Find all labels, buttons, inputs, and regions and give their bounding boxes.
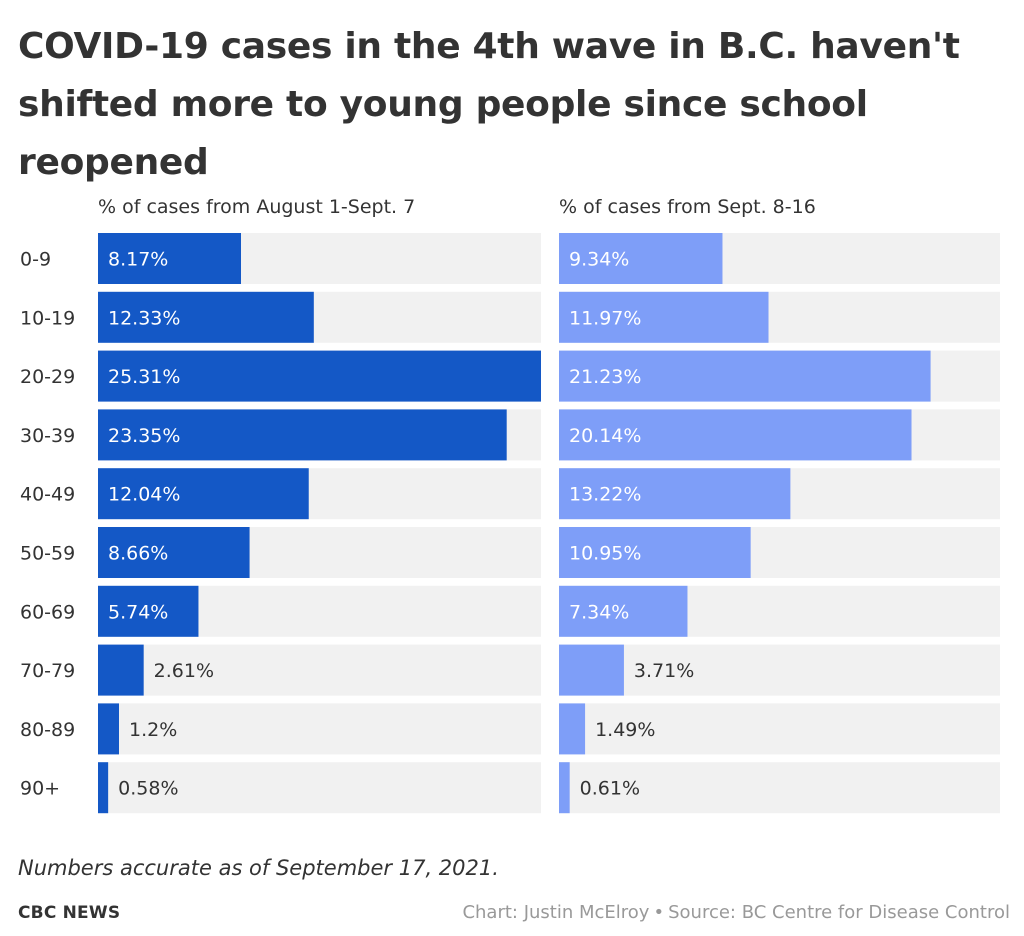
bar-track — [559, 762, 1000, 814]
brand-logo-text: CBC NEWS — [18, 903, 121, 923]
data-label: 10.95% — [569, 543, 641, 565]
data-label: 8.66% — [108, 543, 168, 565]
bar — [98, 350, 541, 402]
bar — [559, 233, 723, 284]
data-label: 0.61% — [580, 778, 640, 800]
bar — [559, 409, 912, 461]
data-label: 12.04% — [108, 484, 180, 506]
bar-track — [98, 644, 541, 696]
category-label: 90+ — [20, 778, 60, 800]
data-label: 0.58% — [118, 778, 178, 800]
category-label: 70-79 — [20, 660, 75, 682]
category-label: 50-59 — [20, 543, 75, 565]
data-label: 11.97% — [569, 307, 641, 329]
data-label: 13.22% — [569, 484, 641, 506]
category-label: 20-29 — [20, 366, 75, 388]
chart-title: COVID-19 cases in the 4th wave in B.C. h… — [18, 26, 960, 183]
category-label: 30-39 — [20, 425, 75, 447]
data-label: 23.35% — [108, 425, 180, 447]
bar — [559, 468, 791, 520]
credit-source: Source: BC Centre for Disease Control — [668, 902, 1010, 923]
category-label: 0-9 — [20, 249, 51, 271]
data-label: 7.34% — [569, 601, 629, 623]
bar — [98, 585, 199, 637]
data-label: 1.49% — [595, 719, 655, 741]
bar-track — [559, 644, 1000, 696]
bar — [559, 762, 570, 814]
bar — [559, 644, 624, 696]
category-label: 80-89 — [20, 719, 75, 741]
category-label: 40-49 — [20, 484, 75, 506]
credit-separator: • — [653, 902, 665, 923]
bar — [98, 644, 144, 696]
category-label: 60-69 — [20, 601, 75, 623]
data-label: 5.74% — [108, 601, 168, 623]
accuracy-note: Numbers accurate as of September 17, 202… — [18, 856, 499, 880]
data-label: 3.71% — [634, 660, 694, 682]
bar — [98, 291, 314, 343]
bar — [559, 585, 688, 637]
category-label: 10-19 — [20, 307, 75, 329]
bar — [559, 527, 751, 578]
data-label: 2.61% — [154, 660, 214, 682]
bar-track — [559, 703, 1000, 755]
bar — [98, 762, 109, 814]
credit-author: Chart: Justin McElroy — [462, 902, 650, 923]
bar-chart: 0-9 8.17% 9.34% 10-19 12.33% 11.97% 20-29 25.31… — [20, 233, 1000, 814]
bar-track — [98, 762, 541, 814]
bar — [559, 703, 586, 755]
bar — [98, 703, 120, 755]
bar — [98, 468, 309, 520]
data-label: 25.31% — [108, 366, 180, 388]
bar — [559, 291, 769, 343]
data-label: 9.34% — [569, 249, 629, 271]
bar — [98, 409, 507, 461]
data-label: 21.23% — [569, 366, 641, 388]
panel-heading-sept: % of cases from Sept. 8-16 — [559, 196, 816, 218]
data-label: 8.17% — [108, 249, 168, 271]
data-label: 20.14% — [569, 425, 641, 447]
data-label: 12.33% — [108, 307, 180, 329]
bar — [559, 350, 931, 402]
data-label: 1.2% — [129, 719, 177, 741]
chart-credit: Chart: Justin McElroy • Source: BC Centre … — [462, 902, 1010, 923]
bar — [98, 527, 250, 578]
bar-track — [98, 703, 541, 755]
bar — [98, 233, 241, 284]
panel-heading-aug: % of cases from August 1-Sept. 7 — [98, 196, 416, 218]
